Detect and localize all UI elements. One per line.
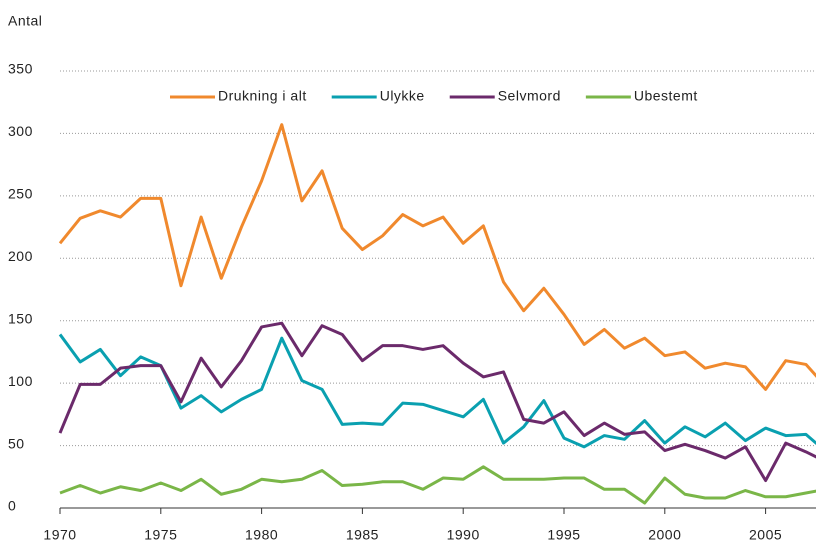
- x-tick-label: 1970: [43, 527, 76, 543]
- y-tick-label: 0: [8, 498, 16, 514]
- series-line: [58, 321, 816, 483]
- legend-label: Ubestemt: [634, 88, 698, 104]
- y-tick-label: 100: [8, 373, 33, 389]
- x-tick-label: 1985: [346, 527, 379, 543]
- x-tick-label: 1990: [447, 527, 480, 543]
- x-tick-label: 1980: [245, 527, 278, 543]
- x-tick-label: 2005: [749, 527, 782, 543]
- y-tick-label: 250: [8, 186, 33, 202]
- series-line: [58, 333, 816, 449]
- y-tick-label: 150: [8, 310, 33, 326]
- x-tick-label: 1995: [547, 527, 580, 543]
- y-axis-label: Antal: [8, 13, 42, 29]
- legend-label: Ulykke: [380, 88, 425, 104]
- x-tick-label: 1975: [144, 527, 177, 543]
- series-line: [59, 465, 816, 505]
- legend-label: Selvmord: [498, 88, 561, 104]
- y-tick-label: 200: [8, 248, 33, 264]
- y-tick-label: 350: [8, 61, 33, 77]
- legend-label: Drukning i alt: [218, 88, 307, 104]
- x-tick-label: 2000: [648, 527, 681, 543]
- y-tick-label: 50: [8, 435, 25, 451]
- y-tick-label: 300: [8, 123, 33, 139]
- series-line: [58, 123, 816, 391]
